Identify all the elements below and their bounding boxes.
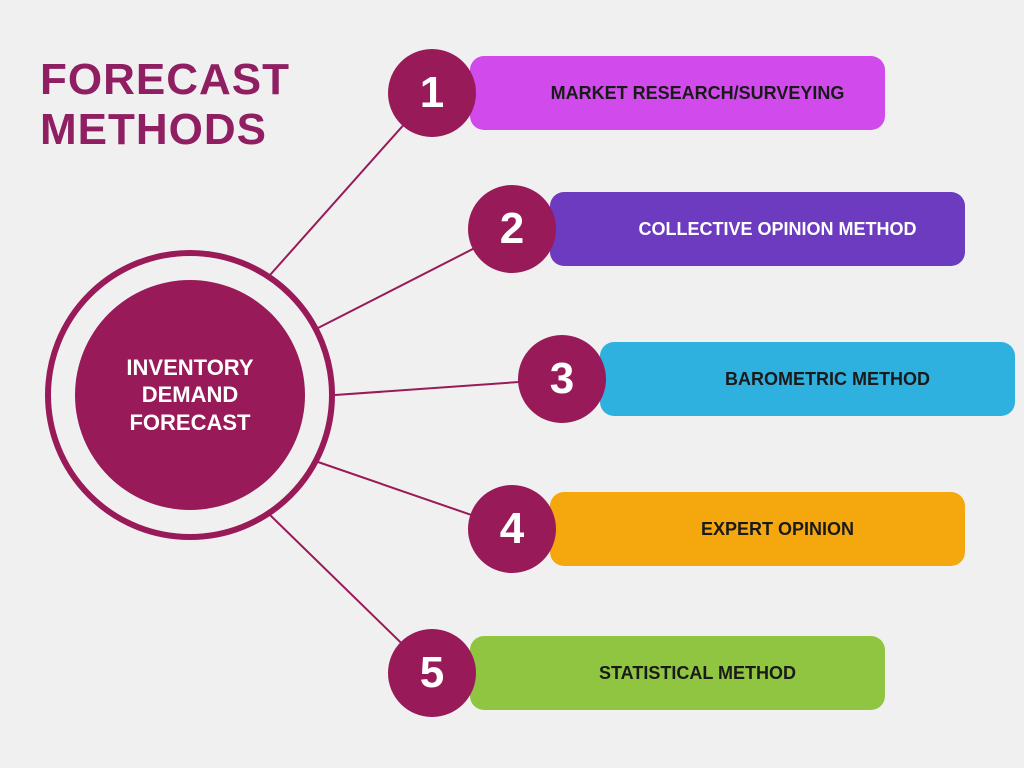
method-number-text: 2 <box>500 204 524 254</box>
hub-label-line3: FORECAST <box>126 409 253 437</box>
title-line1: FORECAST <box>40 55 290 105</box>
method-number-text: 5 <box>420 648 444 698</box>
method-number: 2 <box>468 185 556 273</box>
method-number-text: 1 <box>420 68 444 118</box>
method-label: BAROMETRIC METHOD <box>725 369 930 390</box>
hub-label: INVENTORY DEMAND FORECAST <box>126 354 253 437</box>
method-label: EXPERT OPINION <box>701 519 854 540</box>
method-label: MARKET RESEARCH/SURVEYING <box>551 83 845 104</box>
method-number: 4 <box>468 485 556 573</box>
method-bar: STATISTICAL METHOD <box>470 636 885 710</box>
method-number-text: 3 <box>550 354 574 404</box>
method-bar: MARKET RESEARCH/SURVEYING <box>470 56 885 130</box>
method-number: 5 <box>388 629 476 717</box>
hub-label-line1: INVENTORY <box>126 354 253 382</box>
method-bar: EXPERT OPINION <box>550 492 965 566</box>
method-number: 1 <box>388 49 476 137</box>
method-label: STATISTICAL METHOD <box>599 663 796 684</box>
page-title: FORECAST METHODS <box>40 55 290 155</box>
method-bar: COLLECTIVE OPINION METHOD <box>550 192 965 266</box>
method-number-text: 4 <box>500 504 524 554</box>
method-label: COLLECTIVE OPINION METHOD <box>638 219 916 240</box>
method-number: 3 <box>518 335 606 423</box>
method-bar: BAROMETRIC METHOD <box>600 342 1015 416</box>
title-line2: METHODS <box>40 105 290 155</box>
hub-label-line2: DEMAND <box>126 381 253 409</box>
hub-core: INVENTORY DEMAND FORECAST <box>75 280 305 510</box>
